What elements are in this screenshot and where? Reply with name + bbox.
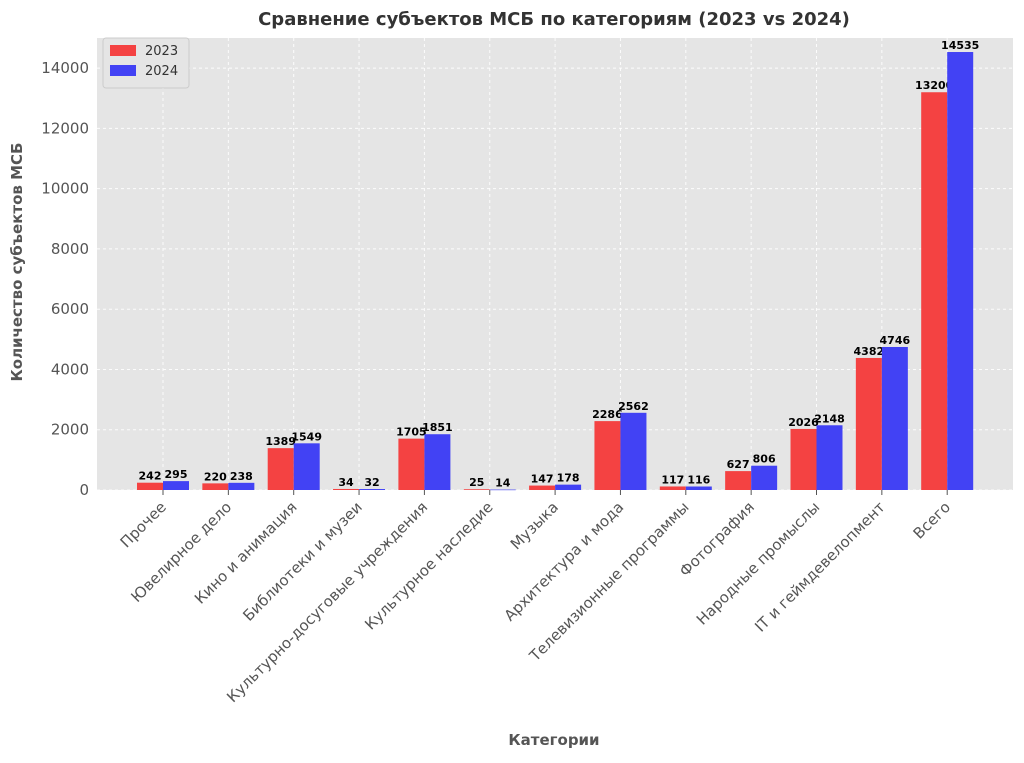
bar-2023 xyxy=(855,357,882,490)
legend-label: 2023 xyxy=(145,44,178,59)
bar-2023 xyxy=(594,421,621,490)
bar-value-label: 806 xyxy=(753,453,776,466)
bar-2023 xyxy=(333,488,360,490)
legend-swatch-2024 xyxy=(110,65,136,76)
bar-value-label: 4746 xyxy=(880,334,911,347)
bar-2023 xyxy=(725,471,752,490)
bar-value-label: 117 xyxy=(661,473,684,486)
bar-value-label: 1705 xyxy=(396,426,427,439)
plot-area: 0 2000 4000 6000 8000 10000 12000 14000 242 220 13… xyxy=(41,37,1013,706)
bar-value-label: 178 xyxy=(557,472,580,485)
bar-value-label: 2286 xyxy=(592,408,623,421)
bar-2024 xyxy=(424,434,451,490)
y-axis-label: Количество субъектов МСБ xyxy=(8,143,26,382)
y-tick-label: 8000 xyxy=(51,240,89,258)
bar-value-label: 2148 xyxy=(814,412,845,425)
bar-value-label: 14535 xyxy=(941,39,979,52)
bar-value-label: 1851 xyxy=(422,421,453,434)
bar-value-label: 116 xyxy=(687,474,710,487)
bar-value-label: 2026 xyxy=(788,416,819,429)
x-tick-label: Музыка xyxy=(507,498,562,553)
bar-2023 xyxy=(921,92,948,491)
bar-2024 xyxy=(685,486,712,490)
bar-2023 xyxy=(398,438,425,490)
bar-2024 xyxy=(947,52,974,491)
bar-value-label: 14 xyxy=(495,477,511,490)
bar-2024 xyxy=(293,443,320,490)
chart-title: Сравнение субъектов МСБ по категориям (2… xyxy=(258,9,850,30)
x-tick-label: Всего xyxy=(910,498,954,542)
bar-value-label: 147 xyxy=(531,473,554,486)
bar-value-label: 242 xyxy=(139,470,162,483)
bar-2023 xyxy=(659,486,686,490)
bar-2023 xyxy=(790,428,817,490)
y-tick-label: 12000 xyxy=(41,119,89,137)
bar-value-label: 4382 xyxy=(854,345,885,358)
bar-2024 xyxy=(359,489,386,490)
bar-value-label: 34 xyxy=(338,476,354,489)
bar-value-label: 627 xyxy=(727,458,750,471)
bar-2024 xyxy=(620,412,647,490)
bar-2024 xyxy=(228,482,255,490)
bar-2023 xyxy=(463,489,490,490)
bar-2023 xyxy=(529,485,556,490)
bar-2023 xyxy=(267,448,294,490)
x-tick-label: Архитектура и мода xyxy=(501,498,628,625)
x-axis-label: Категории xyxy=(508,731,599,749)
x-tick-label: Культурное наследие xyxy=(361,498,496,633)
bar-value-label: 2562 xyxy=(618,400,649,413)
bar-value-label: 220 xyxy=(204,470,227,483)
bar-2024 xyxy=(163,481,189,490)
bar-2024 xyxy=(881,346,908,490)
bar-2024 xyxy=(555,484,582,490)
bar-2024 xyxy=(489,489,516,491)
bar-2023 xyxy=(202,483,229,490)
y-tick-label: 2000 xyxy=(51,421,89,439)
x-tick-label: Народные промыслы xyxy=(693,498,823,628)
legend: 2023 2024 xyxy=(102,37,190,89)
bar-value-label: 295 xyxy=(165,468,188,481)
legend-label: 2024 xyxy=(145,64,178,79)
bar-2024 xyxy=(751,465,778,490)
x-tick-label: Библиотеки и музеи xyxy=(239,498,366,625)
y-tick-label: 10000 xyxy=(41,180,89,198)
legend-swatch-2023 xyxy=(110,45,136,56)
bar-value-label: 238 xyxy=(230,470,253,483)
x-tick-label: Прочее xyxy=(117,498,170,551)
bar-value-label: 1389 xyxy=(265,435,296,448)
bar-value-label: 32 xyxy=(364,476,379,489)
bar-value-label: 1549 xyxy=(291,430,322,443)
bar-2024 xyxy=(816,425,843,490)
bar-value-label: 13200 xyxy=(915,79,954,92)
y-tick-label: 4000 xyxy=(51,360,89,378)
y-tick-label: 0 xyxy=(79,481,89,499)
y-tick-label: 6000 xyxy=(51,300,89,318)
y-tick-label: 14000 xyxy=(41,59,89,77)
x-tick-label: IT и геймдевелопмент xyxy=(751,498,889,636)
bar-value-label: 25 xyxy=(469,476,484,489)
bar-2023 xyxy=(137,482,163,490)
